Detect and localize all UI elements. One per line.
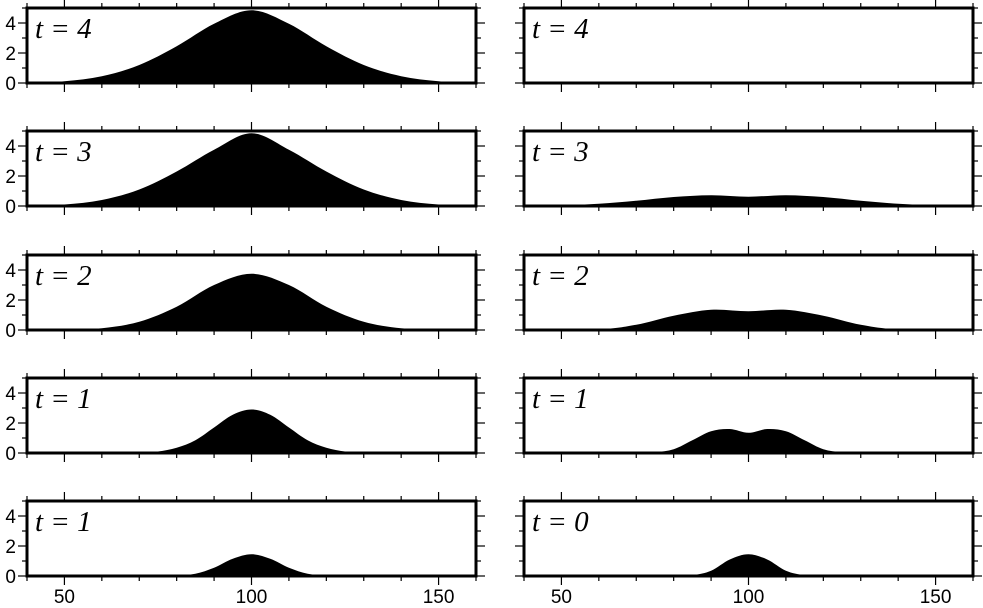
panel-right-3: t = 1: [515, 369, 982, 462]
panel-left-1: 0 2 4 t = 3: [5, 122, 485, 218]
panel-label: t = 3: [532, 136, 589, 168]
panel-frame: [25, 6, 478, 85]
panel-frame: [25, 253, 478, 332]
panel-right-4: 50 100 150 t = 0: [515, 492, 982, 608]
area-series: [524, 309, 973, 330]
panel-left-4: 0 2 4 50 100 150 t = 1: [5, 492, 485, 608]
x-tick-label: 150: [920, 587, 952, 608]
panel-label: t = 4: [532, 13, 589, 45]
panel-frame: [522, 6, 975, 85]
y-tick-label: 4: [5, 507, 16, 528]
y-tick-label: 2: [5, 537, 16, 558]
y-tick-label: 0: [5, 321, 16, 342]
x-tick-label: 50: [551, 587, 572, 608]
panel-right-2: t = 2: [515, 246, 982, 339]
x-tick-label: 150: [423, 587, 455, 608]
panel-left-0: 0 2 4 t = 4: [5, 0, 485, 95]
y-tick-label: 4: [5, 261, 16, 282]
y-tick-label: 2: [5, 44, 16, 65]
y-tick-label: 4: [5, 137, 16, 158]
panel-frame: [522, 499, 975, 578]
panel-frame: [522, 376, 975, 455]
panel-label: t = 2: [35, 260, 92, 292]
y-tick-label: 2: [5, 414, 16, 435]
panel-label: t = 0: [532, 506, 589, 538]
y-tick-label: 2: [5, 167, 16, 188]
panel-frame: [25, 499, 478, 578]
panel-frame: [25, 376, 478, 455]
area-series: [27, 10, 476, 83]
area-series: [27, 409, 476, 454]
area-series: [27, 554, 476, 577]
y-tick-label: 2: [5, 291, 16, 312]
area-series: [524, 554, 973, 577]
panel-frame: [522, 129, 975, 208]
y-tick-label: 0: [5, 567, 16, 588]
x-tick-label: 100: [733, 587, 765, 608]
panel-label: t = 1: [35, 383, 92, 415]
panel-label: t = 3: [35, 136, 92, 168]
panel-label: t = 1: [532, 383, 589, 415]
x-tick-label: 100: [236, 587, 268, 608]
y-tick-label: 4: [5, 14, 16, 35]
panel-label: t = 4: [35, 13, 92, 45]
area-series: [524, 428, 973, 454]
panel-left-3: 0 2 4 t = 1: [5, 369, 485, 465]
y-tick-label: 4: [5, 384, 16, 405]
y-tick-label: 0: [5, 444, 16, 465]
y-tick-label: 0: [5, 74, 16, 95]
x-tick-label: 50: [54, 587, 75, 608]
panel-right-1: t = 3: [515, 122, 982, 215]
panel-label: t = 1: [35, 506, 92, 538]
panel-left-2: 0 2 4 t = 2: [5, 246, 485, 342]
area-series: [27, 133, 476, 206]
y-tick-label: 0: [5, 197, 16, 218]
panel-right-0: t = 4: [515, 0, 982, 92]
panel-frame: [522, 253, 975, 332]
panel-frame: [25, 129, 478, 208]
area-series: [524, 195, 973, 206]
panel-label: t = 2: [532, 260, 589, 292]
area-series: [27, 273, 476, 330]
